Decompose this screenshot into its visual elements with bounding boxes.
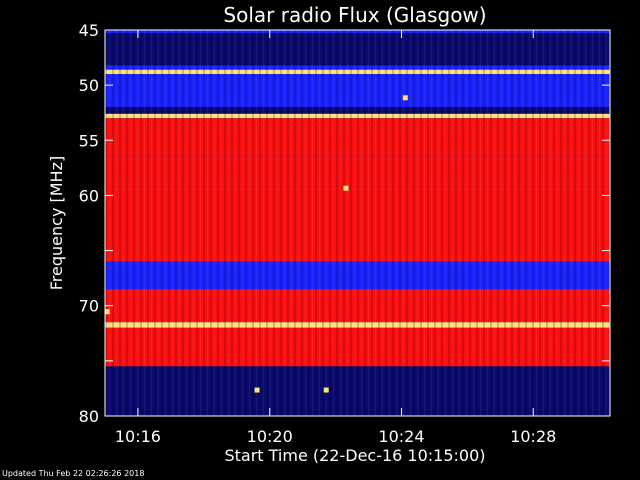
plot-frame xyxy=(104,29,611,417)
y-tick-label-1: 50 xyxy=(79,76,99,95)
y-tick-label-7: 80 xyxy=(79,407,99,426)
burst-event-1 xyxy=(343,185,349,191)
x-tick-label-2: 10:24 xyxy=(378,427,424,446)
burst-events xyxy=(104,95,408,393)
x-axis: 10:16 10:20 10:24 10:28 xyxy=(115,30,556,446)
chart-title: Solar radio Flux (Glasgow) xyxy=(223,3,486,27)
burst-event-3 xyxy=(323,387,329,393)
burst-event-4 xyxy=(254,387,260,393)
y-axis: 45 50 55 60 70 80 xyxy=(79,21,610,426)
x-tick-label-1: 10:20 xyxy=(247,427,293,446)
update-timestamp: Updated Thu Feb 22 02:26:26 2018 xyxy=(2,469,145,478)
x-axis-label: Start Time (22-Dec-16 10:15:00) xyxy=(224,446,485,465)
y-tick-label-2: 55 xyxy=(79,131,99,150)
y-axis-label: Frequency [MHz] xyxy=(47,156,66,290)
y-tick-label-3: 60 xyxy=(79,186,99,205)
burst-event-2 xyxy=(104,309,110,315)
x-tick-label-0: 10:16 xyxy=(115,427,161,446)
y-tick-label-0: 45 xyxy=(79,21,99,40)
x-tick-label-3: 10:28 xyxy=(510,427,556,446)
burst-event-0 xyxy=(402,95,408,101)
plot-texture xyxy=(105,30,610,416)
y-tick-label-5: 70 xyxy=(79,297,99,316)
